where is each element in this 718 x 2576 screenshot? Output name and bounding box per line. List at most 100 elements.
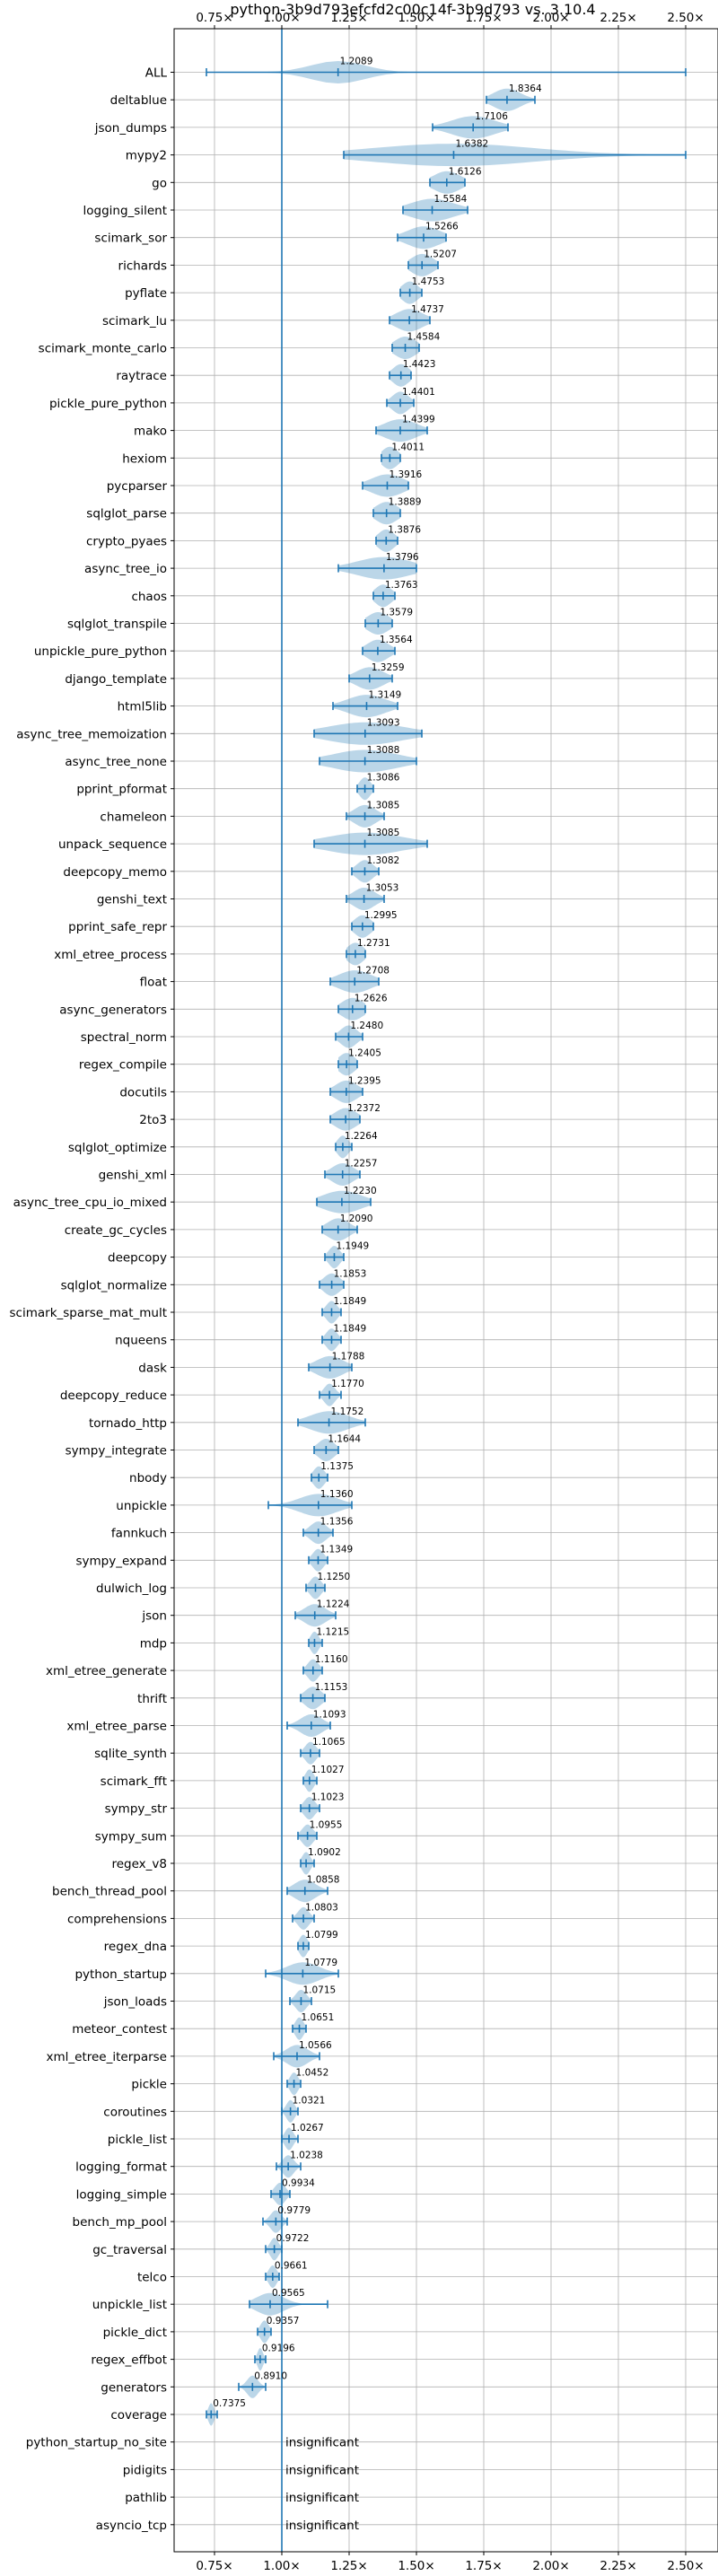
benchmark-label: unpack_sequence [58,837,167,852]
insignificant-label: insignificant [285,2519,359,2533]
mean-value-label: 1.2995 [364,910,398,921]
benchmark-label: pathlib [125,2491,167,2505]
mean-value-label: 1.1065 [312,1737,346,1748]
benchmark-label: sqlite_synth [94,1747,167,1761]
mean-value-label: 1.3085 [367,828,400,838]
mean-value-label: 1.3088 [367,745,400,756]
mean-value-label: 0.9722 [276,2233,310,2244]
benchmark-label: crypto_pyaes [86,534,167,548]
mean-value-label: 1.2405 [348,1048,381,1059]
mean-value-label: 1.4399 [402,415,435,425]
benchmark-label: 2to3 [139,1113,167,1127]
mean-value-label: 1.1853 [334,1268,367,1279]
mean-value-label: 0.8910 [254,2370,287,2381]
mean-value-label: 1.0902 [308,1847,341,1858]
x-tick-label-top: 0.75× [196,11,232,25]
mean-value-label: 1.0321 [293,2095,326,2106]
mean-value-label: 1.0955 [310,1819,343,1830]
mean-value-label: 1.6126 [449,166,482,177]
x-tick-label-bottom: 2.00× [532,2559,569,2573]
mean-value-label: 1.2090 [340,1214,373,1224]
benchmark-label: genshi_text [97,893,167,907]
benchmark-label: float [140,976,167,990]
mean-value-label: 1.4753 [412,276,445,287]
benchmark-label: richards [118,258,167,273]
benchmark-label: logging_simple [76,2187,167,2202]
benchmark-label: docutils [119,1085,167,1100]
benchmark-label: comprehensions [67,1912,167,1926]
benchmark-label: xml_etree_process [54,948,167,962]
benchmark-label: generators [101,2380,167,2395]
mean-value-label: 1.1360 [320,1489,354,1500]
mean-value-label: 1.3259 [372,662,405,673]
benchmark-label: dask [138,1361,167,1375]
benchmark-label: deepcopy_memo [63,865,167,880]
mean-value-label: 1.4584 [407,332,441,343]
x-tick-label-bottom: 1.25× [330,2559,367,2573]
mean-value-label: 1.1027 [311,1765,345,1775]
mean-value-label: 1.0779 [304,1958,337,1968]
benchmark-label: scimark_sor [94,232,167,246]
mean-value-label: 0.7375 [213,2398,246,2409]
benchmark-label: html5lib [118,700,167,714]
benchmark-label: pickle_pure_python [49,397,167,411]
mean-value-label: 1.3082 [366,855,399,866]
mean-value-label: 1.1356 [320,1517,354,1528]
mean-value-label: 1.1752 [331,1406,364,1417]
mean-value-label: 1.3086 [367,773,400,784]
benchmark-label: ALL [145,66,168,81]
benchmark-label: mypy2 [126,149,167,163]
benchmark-label: deepcopy [108,1251,167,1266]
x-tick-label-top: 2.50× [667,11,704,25]
mean-value-label: 1.0799 [305,1930,338,1941]
mean-value-label: 1.0238 [290,2151,323,2161]
benchmark-label: nqueens [115,1334,167,1348]
benchmark-label: pprint_pformat [76,783,167,797]
benchmark-label: json_loads [103,1995,167,2010]
mean-value-label: 1.1153 [315,1682,348,1693]
benchmark-label: sqlglot_optimize [68,1141,167,1155]
mean-value-label: 1.1375 [320,1461,354,1472]
mean-value-label: 1.1160 [315,1654,348,1665]
benchmark-label: tornado_http [89,1416,167,1431]
benchmark-label: logging_silent [83,204,167,218]
benchmark-label: genshi_xml [99,1169,167,1183]
mean-value-label: 1.2480 [350,1021,383,1031]
benchmark-label: meteor_contest [72,2022,167,2037]
mean-value-label: 0.9779 [277,2205,311,2216]
x-tick-label-top: 1.75× [465,11,502,25]
x-tick-label-bottom: 1.50× [398,2559,434,2573]
x-tick-label-bottom: 2.50× [667,2559,704,2573]
x-tick-label-top: 1.25× [330,11,367,25]
mean-value-label: 1.2731 [357,938,390,949]
benchmark-label: go [152,176,167,190]
mean-value-label: 1.1849 [333,1324,366,1335]
benchmark-label: python_startup [74,1967,167,1982]
mean-value-label: 1.1093 [313,1710,346,1721]
benchmark-label: fannkuch [111,1527,167,1541]
benchmark-label: django_template [65,672,167,687]
mean-value-label: 1.0715 [302,1985,336,1996]
benchmark-label: create_gc_cycles [65,1223,167,1238]
benchmark-label: sympy_sum [95,1829,167,1844]
mean-value-label: 1.1349 [320,1544,353,1555]
benchmark-label: asyncio_tcp [96,2519,167,2533]
x-tick-label-top: 1.00× [263,11,300,25]
benchmark-label: regex_compile [79,1058,167,1073]
benchmark-label: regex_v8 [111,1857,167,1871]
benchmark-label: sqlglot_normalize [61,1278,167,1292]
benchmark-label: telco [137,2271,167,2285]
mean-value-label: 1.3564 [380,635,413,645]
benchmark-label: hexiom [122,451,167,466]
mean-value-label: 1.1250 [318,1572,351,1582]
mean-value-label: 1.2395 [348,1075,381,1086]
x-tick-label-bottom: 2.25× [600,2559,636,2573]
grid-layer [174,29,718,2552]
benchmark-label: async_tree_cpu_io_mixed [13,1196,167,1210]
mean-value-label: 1.3579 [380,608,413,618]
mean-value-label: 1.3763 [385,580,418,591]
benchmark-label: raytrace [116,369,167,383]
benchmark-label: bench_thread_pool [52,1885,167,1899]
plot-frame [173,28,718,2553]
